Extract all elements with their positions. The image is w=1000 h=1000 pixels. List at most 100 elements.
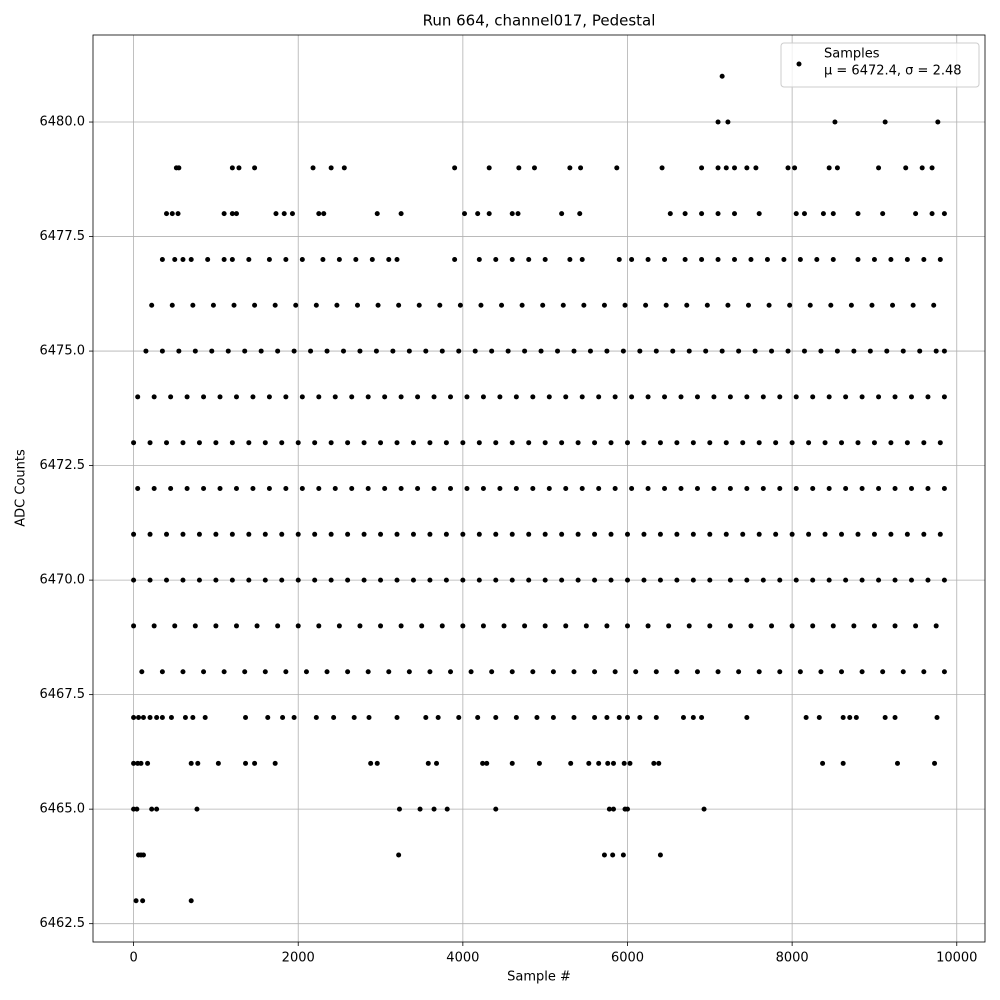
point	[475, 715, 481, 721]
point	[826, 577, 832, 583]
point	[667, 211, 673, 217]
point	[723, 531, 729, 537]
point	[427, 531, 433, 537]
point	[131, 715, 137, 721]
point	[843, 577, 849, 583]
point	[801, 211, 807, 217]
point	[233, 211, 239, 217]
point	[272, 302, 278, 308]
point	[242, 348, 248, 354]
point	[231, 302, 237, 308]
y-tick-label: 6472.5	[40, 458, 86, 473]
y-tick-label: 6467.5	[40, 687, 86, 702]
point	[645, 486, 651, 491]
point	[814, 256, 820, 262]
point	[834, 348, 840, 354]
point	[293, 302, 299, 308]
point	[258, 348, 264, 354]
point	[941, 577, 947, 583]
point	[151, 394, 157, 400]
point	[820, 211, 826, 217]
point	[246, 577, 252, 583]
point	[246, 256, 252, 262]
point	[431, 394, 437, 400]
point	[534, 715, 540, 721]
point	[321, 211, 327, 217]
point	[460, 577, 466, 583]
point	[365, 394, 371, 400]
point	[134, 806, 140, 812]
point	[513, 715, 519, 721]
point	[254, 623, 260, 629]
point	[328, 577, 334, 583]
point	[133, 898, 139, 904]
point	[332, 394, 338, 400]
point	[643, 302, 649, 308]
x-tick-label: 10000	[936, 951, 977, 966]
point	[406, 348, 412, 354]
point	[221, 211, 227, 217]
point	[368, 760, 374, 766]
point	[443, 531, 449, 537]
point	[732, 211, 738, 217]
point	[169, 211, 175, 217]
point	[567, 256, 573, 262]
point	[921, 531, 927, 537]
point	[641, 440, 647, 446]
point	[497, 486, 503, 491]
point	[789, 440, 795, 446]
point	[744, 394, 750, 400]
point	[210, 302, 216, 308]
point	[601, 302, 607, 308]
point	[180, 531, 186, 537]
point	[604, 348, 610, 354]
point	[620, 348, 626, 354]
point	[180, 669, 186, 675]
point	[526, 577, 532, 583]
point	[513, 394, 519, 400]
point	[670, 348, 676, 354]
point	[312, 531, 318, 537]
point	[807, 302, 813, 308]
y-tick-label: 6475.0	[40, 344, 86, 359]
point	[715, 256, 721, 262]
point	[699, 256, 705, 262]
point	[941, 669, 947, 675]
point	[587, 348, 593, 354]
point	[382, 394, 388, 400]
point	[620, 852, 626, 858]
point	[373, 348, 379, 354]
point	[612, 486, 618, 491]
point	[725, 302, 731, 308]
point	[180, 440, 186, 446]
point	[493, 256, 499, 262]
point	[410, 440, 416, 446]
point	[715, 165, 721, 171]
point	[748, 623, 754, 629]
point	[736, 669, 742, 675]
point	[151, 486, 157, 491]
point	[629, 486, 635, 491]
point	[629, 394, 635, 400]
point	[880, 669, 886, 675]
point	[283, 669, 289, 675]
point	[289, 211, 295, 217]
point	[159, 669, 165, 675]
point	[711, 486, 717, 491]
point	[396, 302, 402, 308]
point	[236, 165, 242, 171]
point	[159, 715, 165, 721]
point	[262, 531, 268, 537]
point	[299, 256, 305, 262]
point	[164, 577, 170, 583]
point	[188, 256, 194, 262]
point	[522, 348, 528, 354]
point	[707, 577, 713, 583]
point	[577, 211, 583, 217]
point	[641, 531, 647, 537]
point	[932, 760, 938, 766]
point	[159, 348, 165, 354]
point	[559, 531, 565, 537]
point	[147, 577, 153, 583]
point	[176, 348, 182, 354]
